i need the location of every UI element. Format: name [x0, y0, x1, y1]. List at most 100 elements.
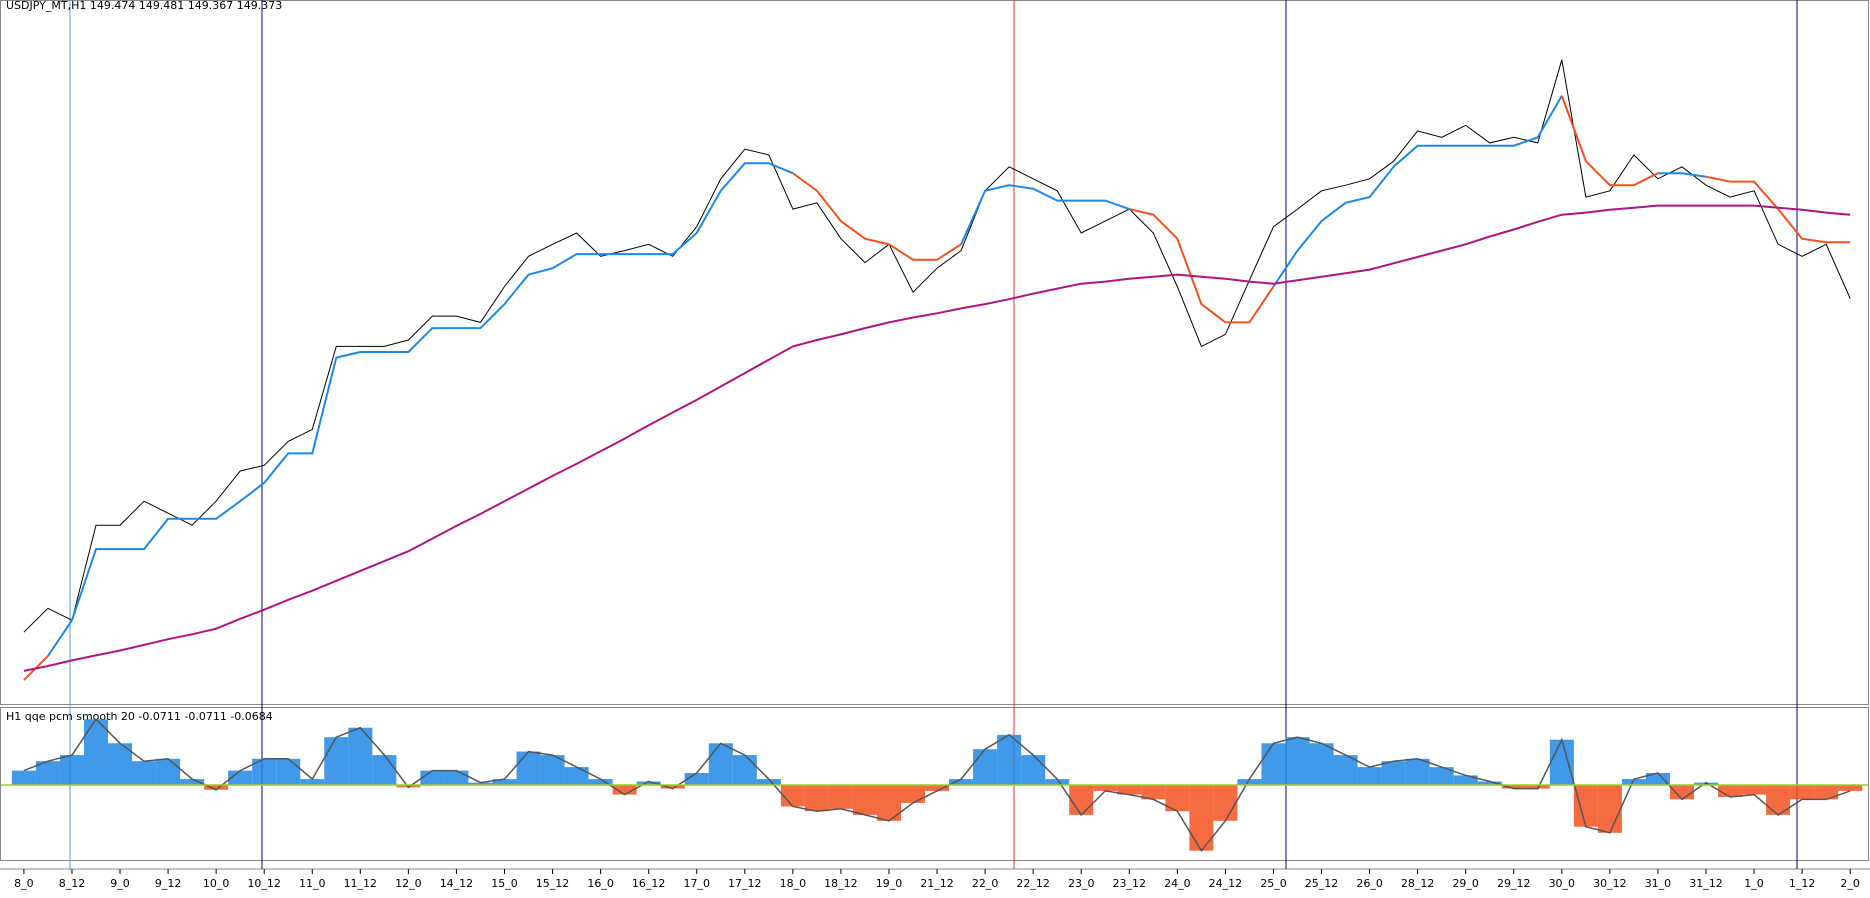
- histogram-bar: [1549, 739, 1574, 785]
- x-tick-label: 15_12: [536, 877, 570, 890]
- histogram-bar: [540, 755, 565, 785]
- histogram-bar: [1093, 785, 1118, 791]
- series-line: [47, 95, 1707, 657]
- x-tick-label: 2_0: [1840, 877, 1860, 890]
- histogram-bar: [11, 770, 36, 785]
- histogram-bar: [1045, 779, 1070, 785]
- x-tick-label: 1_0: [1744, 877, 1764, 890]
- series-line: [23, 59, 1851, 633]
- histogram-bar: [420, 770, 445, 785]
- histogram-bar: [1597, 785, 1622, 833]
- histogram-bar: [1213, 785, 1238, 821]
- x-tick-label: 1_12: [1789, 877, 1816, 890]
- x-tick-label: 10_12: [247, 877, 281, 890]
- histogram-bar: [925, 785, 950, 791]
- x-tick-label: 25_12: [1305, 877, 1339, 890]
- x-tick-label: 25_0: [1260, 877, 1287, 890]
- histogram-bar: [1477, 781, 1502, 785]
- histogram-bar: [1261, 743, 1286, 785]
- histogram-bar: [900, 785, 926, 803]
- price-header: USDJPY_MT,H1 149.474 149.481 149.367 149…: [6, 0, 282, 12]
- histogram-bar: [1141, 785, 1166, 800]
- histogram-bar: [612, 785, 637, 795]
- histogram-bar: [1766, 785, 1791, 815]
- x-tick-label: 11_0: [299, 877, 326, 890]
- histogram-bar: [1117, 785, 1142, 795]
- histogram-bar: [588, 779, 613, 785]
- histogram-bar: [973, 749, 998, 785]
- x-tick-label: 28_12: [1401, 877, 1435, 890]
- histogram-bar: [1573, 785, 1598, 827]
- x-tick-label: 9_12: [155, 877, 182, 890]
- histogram-bar: [324, 737, 349, 785]
- histogram-bar: [35, 761, 60, 785]
- x-tick-label: 29_12: [1497, 877, 1531, 890]
- histogram-bar: [468, 782, 493, 785]
- x-tick-label: 21_12: [920, 877, 954, 890]
- histogram-bar: [1237, 779, 1262, 785]
- x-tick-label: 23_12: [1113, 877, 1147, 890]
- histogram-bar: [1309, 743, 1334, 785]
- histogram-bar: [756, 779, 781, 785]
- series-line: [23, 204, 1851, 672]
- histogram-bar: [1718, 785, 1743, 797]
- histogram-bar: [1405, 758, 1430, 785]
- x-tick-label: 9_0: [110, 877, 130, 890]
- histogram-bar: [1501, 785, 1526, 789]
- histogram-bar: [732, 755, 757, 785]
- histogram-bar: [372, 755, 397, 785]
- histogram-bar: [444, 770, 469, 785]
- histogram-bar: [780, 785, 805, 807]
- x-tick-label: 18_0: [780, 877, 807, 890]
- x-tick-label: 11_12: [344, 877, 378, 890]
- x-tick-label: 8_12: [59, 877, 86, 890]
- histogram-bar: [276, 758, 301, 785]
- histogram-bar: [228, 770, 253, 785]
- histogram-bar: [828, 785, 853, 809]
- histogram-bar: [564, 767, 589, 785]
- x-tick-label: 17_0: [683, 877, 710, 890]
- histogram-bar: [180, 779, 205, 785]
- x-tick-label: 22_12: [1016, 877, 1050, 890]
- histogram-bar: [1357, 767, 1382, 785]
- x-tick-label: 8_0: [14, 877, 34, 890]
- histogram-bar: [949, 779, 974, 785]
- x-tick-label: 19_0: [876, 877, 903, 890]
- histogram-bar: [1453, 775, 1478, 785]
- histogram-bar: [204, 785, 229, 790]
- x-tick-label: 24_12: [1209, 877, 1243, 890]
- histogram-bar: [1021, 755, 1046, 785]
- histogram-bar: [1621, 779, 1646, 785]
- histogram-bar: [83, 719, 109, 785]
- histogram-bar: [1069, 785, 1094, 815]
- x-tick-label: 26_0: [1356, 877, 1383, 890]
- x-tick-label: 17_12: [728, 877, 762, 890]
- x-tick-label: 16_12: [632, 877, 666, 890]
- x-tick-label: 14_12: [440, 877, 474, 890]
- histogram-bar: [1333, 755, 1358, 785]
- histogram-bar: [132, 761, 157, 785]
- histogram-bar: [708, 743, 733, 785]
- x-tick-label: 29_0: [1452, 877, 1479, 890]
- price-panel: [0, 0, 1869, 705]
- histogram-bar: [1693, 782, 1719, 785]
- histogram-bar: [300, 779, 325, 785]
- x-tick-label: 16_0: [587, 877, 614, 890]
- histogram-bar: [852, 785, 877, 815]
- x-tick-label: 10_0: [203, 877, 230, 890]
- histogram-bar: [516, 751, 541, 785]
- x-tick-label: 24_0: [1164, 877, 1191, 890]
- histogram-bar: [1525, 785, 1550, 789]
- histogram-bar: [1814, 785, 1839, 800]
- histogram-bar: [492, 779, 517, 785]
- histogram-bar: [1742, 785, 1767, 795]
- histogram-bar: [108, 743, 133, 785]
- histogram-bar: [1381, 761, 1406, 785]
- histogram-bar: [1645, 773, 1670, 785]
- histogram-bar: [804, 785, 829, 812]
- histogram-bar: [1790, 785, 1815, 800]
- oscillator-header: H1 qqe pcm smooth 20 -0.0711 -0.0711 -0.…: [6, 710, 273, 723]
- x-tick-label: 30_0: [1549, 877, 1576, 890]
